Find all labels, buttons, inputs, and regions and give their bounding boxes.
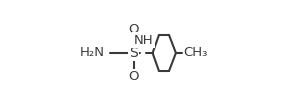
Text: O: O xyxy=(128,70,139,83)
Text: S: S xyxy=(129,46,138,60)
Text: CH₃: CH₃ xyxy=(183,47,207,59)
Text: H₂N: H₂N xyxy=(80,47,105,59)
Text: NH: NH xyxy=(134,34,153,47)
Text: O: O xyxy=(128,23,139,36)
